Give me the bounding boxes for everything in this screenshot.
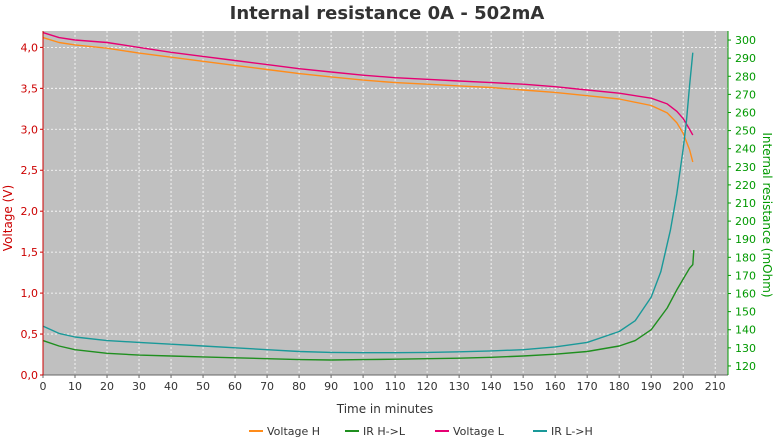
- x-tick-label: 90: [324, 380, 338, 393]
- x-tick-label: 70: [260, 380, 274, 393]
- legend-label: Voltage L: [453, 425, 505, 438]
- y-left-tick-label: 3,0: [21, 123, 39, 136]
- x-tick-label: 180: [609, 380, 630, 393]
- x-tick-label: 110: [385, 380, 406, 393]
- y-right-tick-label: 180: [735, 251, 756, 264]
- x-tick-label: 200: [673, 380, 694, 393]
- x-axis-label: Time in minutes: [336, 402, 434, 416]
- y-left-tick-label: 0,5: [21, 328, 39, 341]
- x-tick-label: 140: [481, 380, 502, 393]
- x-tick-label: 190: [641, 380, 662, 393]
- y-right-tick-label: 220: [735, 179, 756, 192]
- y-axis-right-label: Internal resistance (mOhm): [760, 132, 774, 297]
- y-right-tick-label: 130: [735, 342, 756, 355]
- axes: 0 10 20 30 40 50 60 70 80 90 100 110 120 130 140 150 160…: [21, 31, 756, 393]
- x-tick-label: 170: [577, 380, 598, 393]
- y-right-tick-label: 120: [735, 360, 756, 373]
- x-tick-label: 0: [40, 380, 47, 393]
- x-tick-label: 50: [196, 380, 210, 393]
- y-left-tick-label: 4,0: [21, 41, 39, 54]
- y-right-tick-label: 200: [735, 215, 756, 228]
- y-right-tick-label: 300: [735, 34, 756, 47]
- y-right-tick-label: 240: [735, 143, 756, 156]
- x-tick-label: 130: [449, 380, 470, 393]
- y-right-tick-label: 140: [735, 324, 756, 337]
- series-line-voltage-l: [42, 31, 694, 136]
- y-right-tick-label: 270: [735, 88, 756, 101]
- series-line-voltage-h: [42, 36, 694, 163]
- y-right-tick-label: 210: [735, 197, 756, 210]
- y-right-tick-label: 230: [735, 161, 756, 174]
- x-tick-label: 150: [513, 380, 534, 393]
- x-tick-label: 30: [132, 380, 146, 393]
- x-tick-label: 160: [545, 380, 566, 393]
- series-lines: [42, 31, 695, 361]
- y-left-tick-label: 2,0: [21, 205, 39, 218]
- legend-label: IR H->L: [363, 425, 406, 438]
- y-right-tick-label: 150: [735, 306, 756, 319]
- y-axis-left-label: Voltage (V): [1, 185, 15, 251]
- y-right-tick-label: 250: [735, 125, 756, 138]
- y-left-tick-label: 1,0: [21, 287, 39, 300]
- y-right-tick-label: 170: [735, 269, 756, 282]
- x-tick-label: 80: [292, 380, 306, 393]
- y-right-tick-label: 190: [735, 233, 756, 246]
- series-line-ir-h-l: [42, 250, 695, 361]
- x-tick-label: 20: [100, 380, 114, 393]
- legend-label: IR L->H: [551, 425, 593, 438]
- x-tick-label: 60: [228, 380, 242, 393]
- x-tick-label: 120: [417, 380, 438, 393]
- x-tick-label: 100: [353, 380, 374, 393]
- x-tick-label: 210: [705, 380, 726, 393]
- y-right-tick-label: 290: [735, 52, 756, 65]
- legend: Voltage H IR H->L Voltage L IR L->H: [249, 425, 593, 438]
- grid: [42, 31, 728, 376]
- chart-title: Internal resistance 0A - 502mA: [230, 3, 545, 24]
- y-left-tick-label: 2,5: [21, 164, 39, 177]
- y-right-tick-label: 280: [735, 70, 756, 83]
- y-left-tick-label: 1,5: [21, 246, 39, 259]
- plot-area: [43, 31, 728, 375]
- y-left-tick-label: 0,0: [21, 369, 39, 382]
- y-right-tick-label: 260: [735, 106, 756, 119]
- legend-label: Voltage H: [267, 425, 320, 438]
- x-tick-label: 10: [68, 380, 82, 393]
- y-right-tick-label: 160: [735, 288, 756, 301]
- x-tick-label: 40: [164, 380, 178, 393]
- series-line-ir-l-h: [42, 52, 694, 354]
- y-left-tick-label: 3,5: [21, 82, 39, 95]
